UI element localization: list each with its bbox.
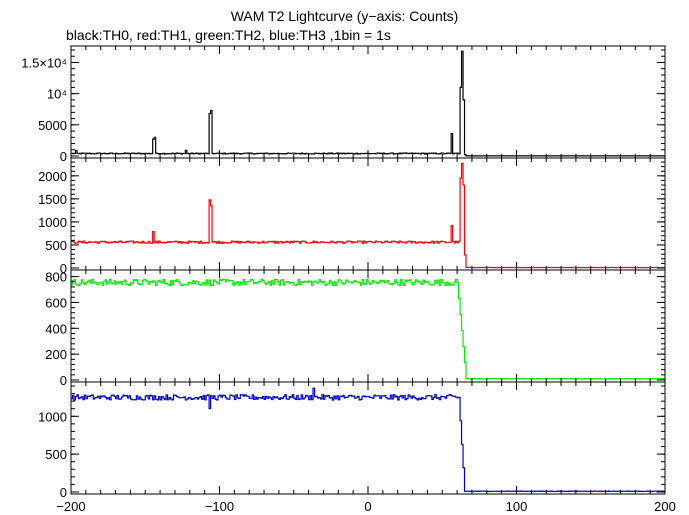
y-tick-label: 0 bbox=[60, 261, 67, 276]
x-tick-label: −100 bbox=[205, 499, 234, 514]
y-tick-label: 0 bbox=[60, 485, 67, 500]
y-tick-label: 800 bbox=[45, 270, 67, 285]
x-tick-label: 100 bbox=[506, 499, 528, 514]
y-tick-label: 1000 bbox=[38, 215, 67, 230]
x-tick-label: 200 bbox=[654, 499, 676, 514]
series-line-th2 bbox=[71, 278, 666, 380]
series-line-th3 bbox=[71, 387, 666, 492]
y-tick-label: 0 bbox=[60, 373, 67, 388]
y-tick-label: 1.5×10⁴ bbox=[21, 55, 67, 70]
y-tick-label: 10⁴ bbox=[47, 87, 67, 102]
x-tick-label: 0 bbox=[364, 499, 371, 514]
y-tick-label: 500 bbox=[45, 238, 67, 253]
series-line-th1 bbox=[71, 162, 666, 269]
y-tick-label: 400 bbox=[45, 321, 67, 336]
chart-title: WAM T2 Lightcurve (y−axis: Counts) bbox=[230, 8, 459, 24]
y-tick-label: 1500 bbox=[38, 192, 67, 207]
y-tick-label: 600 bbox=[45, 295, 67, 310]
panel-frame-th0 bbox=[70, 45, 666, 159]
x-tick-label: −200 bbox=[56, 499, 85, 514]
y-tick-label: 0 bbox=[60, 149, 67, 164]
y-tick-label: 200 bbox=[45, 347, 67, 362]
panel-frame-th2 bbox=[70, 269, 666, 383]
y-tick-label: 5000 bbox=[38, 118, 67, 133]
y-tick-label: 2000 bbox=[38, 169, 67, 184]
y-tick-label: 500 bbox=[45, 447, 67, 462]
chart-subtitle: black:TH0, red:TH1, green:TH2, blue:TH3 … bbox=[66, 27, 391, 43]
panel-frame-th1 bbox=[70, 157, 666, 271]
series-line-th0 bbox=[71, 50, 666, 157]
y-tick-label: 1000 bbox=[38, 409, 67, 424]
